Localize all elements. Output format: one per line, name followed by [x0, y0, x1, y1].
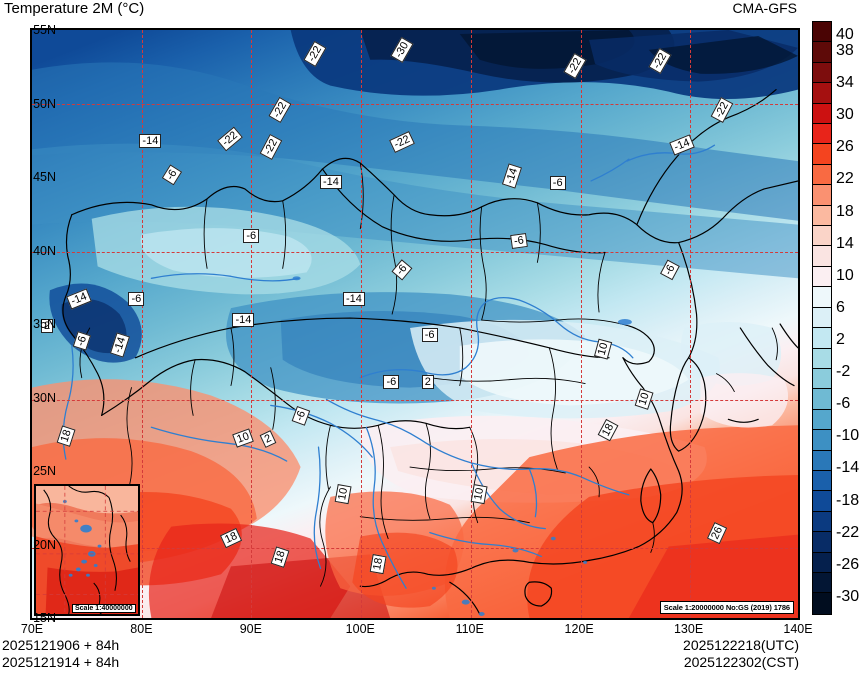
colorbar-segment: [813, 83, 831, 104]
contour-label: -6: [549, 176, 566, 191]
map-panel[interactable]: -22 -30 -22 -22 -22 -22 -22 -14 -22 -22 -14 -6 -14 -1…: [30, 28, 800, 620]
lon-tick-80E: 80E: [130, 622, 153, 636]
colorbar-segment: [813, 144, 831, 165]
colorbar-segment: [813, 307, 831, 329]
colorbar-segment: [813, 470, 831, 492]
contour-label: -6: [243, 229, 260, 244]
colorbar-tick--18: -18: [836, 491, 859, 509]
colorbar-segments: [813, 22, 831, 614]
colorbar-tick-34: 34: [836, 74, 854, 92]
lat-tick-30N: 30N: [33, 390, 56, 405]
colorbar-tick--14: -14: [836, 459, 859, 477]
lat-tick-40N: 40N: [33, 243, 56, 258]
contour-label: -6: [510, 232, 529, 249]
lat-tick-20N: 20N: [33, 537, 56, 552]
init-time-cst: 2025121914 + 84h: [2, 654, 120, 670]
colorbar-segment: [813, 205, 831, 227]
colorbar-segment: [813, 266, 831, 288]
lat-tick-45N: 45N: [33, 170, 56, 184]
contour-label: -14: [139, 133, 162, 148]
colorbar-segment: [813, 409, 831, 431]
temperature-field: [32, 30, 798, 618]
colorbar-tick--2: -2: [836, 363, 851, 381]
colorbar-segment: [813, 368, 831, 390]
lon-tick-130E: 130E: [673, 622, 704, 636]
colorbar-tick-2: 2: [836, 331, 845, 349]
colorbar-segment: [813, 491, 831, 512]
init-time-utc: 2025121906 + 84h: [2, 637, 120, 653]
colorbar-tick--26: -26: [836, 555, 859, 573]
colorbar-tick-26: 26: [836, 138, 854, 156]
colorbar-segment: [813, 246, 831, 267]
colorbar-segment: [813, 572, 831, 594]
colorbar-segment: [813, 164, 831, 186]
colorbar-tick-40: 40: [836, 26, 854, 43]
contour-label: -14: [342, 292, 365, 307]
contour-label: -6: [383, 374, 400, 389]
colorbar-segment: [813, 430, 831, 451]
colorbar-tick-6: 6: [836, 298, 845, 316]
lon-tick-90E: 90E: [239, 622, 262, 636]
colorbar-segment: [813, 348, 831, 369]
init-time-block: 2025121906 + 84h 2025121914 + 84h: [2, 637, 119, 671]
contour-label: -6: [421, 327, 438, 342]
valid-time-cst: 2025122302(CST): [683, 654, 799, 670]
lat-tick-35N: 35N: [33, 317, 56, 331]
colorbar-segment: [813, 511, 831, 533]
colorbar-tick-22: 22: [836, 170, 854, 188]
contour-label: 2: [40, 318, 54, 333]
colorbar-segment: [813, 124, 831, 145]
page-title: Temperature 2M (°C): [4, 0, 145, 17]
lon-tick-140E: 140E: [783, 622, 813, 636]
lon-tick-120E: 120E: [564, 622, 594, 636]
colorbar-segment: [813, 450, 831, 471]
colorbar-tick-10: 10: [836, 266, 854, 284]
colorbar-segment: [813, 103, 831, 125]
colorbar-segment: [813, 593, 831, 614]
contour-label: 2: [421, 374, 434, 389]
colorbar-segment: [813, 328, 831, 349]
colorbar-segment: [813, 532, 831, 553]
valid-time-utc: 2025122218(UTC): [683, 637, 799, 653]
lat-tick-15N: 15N: [33, 611, 56, 625]
lat-tick-50N: 50N: [33, 96, 56, 111]
colorbar-segment: [813, 185, 831, 206]
colorbar-tick-18: 18: [836, 202, 854, 220]
colorbar-segment: [813, 22, 831, 43]
contour-label: 10: [470, 483, 488, 504]
lon-tick-110E: 110E: [455, 622, 484, 636]
colorbar-tick-30: 30: [836, 106, 854, 124]
contour-label: -14: [232, 313, 255, 328]
model-label: CMA-GFS: [732, 0, 797, 16]
colorbar-tick-38: 38: [836, 42, 854, 60]
colorbar-segment: [813, 287, 831, 308]
colorbar-segment: [813, 62, 831, 84]
contour-label: -14: [319, 174, 342, 189]
inset-scale-label: Scale 1:40000000: [72, 604, 136, 613]
colorbar-tick--6: -6: [836, 395, 851, 413]
colorbar-segment: [813, 389, 831, 410]
colorbar-tick--10: -10: [836, 427, 859, 445]
lon-tick-100E: 100E: [345, 622, 375, 636]
contour-label: -6: [128, 292, 145, 307]
colorbar[interactable]: [812, 21, 832, 615]
colorbar-tick--30: -30: [836, 587, 859, 605]
colorbar-segment: [813, 226, 831, 247]
inset-map[interactable]: Scale 1:40000000: [34, 484, 140, 616]
lat-tick-25N: 25N: [33, 464, 56, 478]
map-scale-label: Scale 1:20000000 No:GS (2019) 1786: [659, 601, 794, 614]
colorbar-tick-14: 14: [836, 234, 854, 252]
lon-tick-70E: 70E: [20, 622, 44, 636]
colorbar-tick--22: -22: [836, 523, 859, 541]
colorbar-segment: [813, 552, 831, 573]
colorbar-segment: [813, 42, 831, 63]
valid-time-block: 2025122218(UTC) 2025122302(CST): [683, 637, 799, 671]
lat-tick-55N: 55N: [33, 23, 56, 37]
